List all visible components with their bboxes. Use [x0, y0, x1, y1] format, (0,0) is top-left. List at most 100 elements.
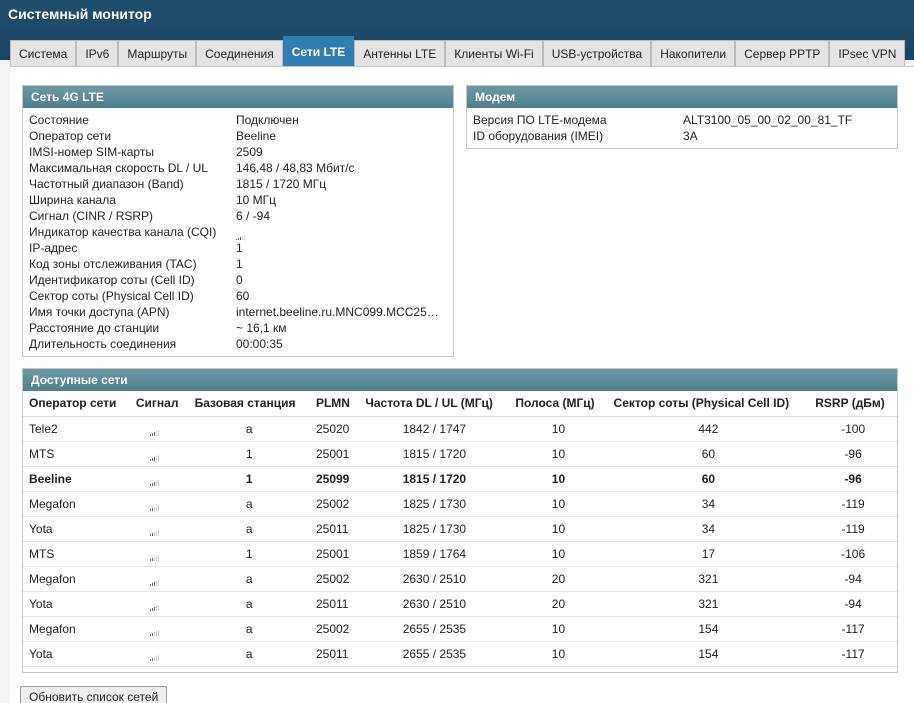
lte-info-row: Частотный диапазон (Band) 1815 / 1720 МГц	[23, 176, 453, 192]
freq-cell: 2655 / 2535	[359, 616, 510, 642]
freq-cell: 1815 / 1720	[359, 466, 510, 492]
freq-cell: 1859 / 1764	[359, 541, 510, 567]
column-header: PLMN	[309, 391, 360, 417]
operator-cell: MTS	[23, 441, 130, 467]
refresh-networks-button[interactable]: Обновить список сетей	[20, 686, 168, 703]
signal-strength-icon	[149, 622, 160, 636]
tab-10[interactable]: IPsec VPN	[829, 40, 906, 66]
rsrp-cell: -96	[809, 441, 897, 467]
lte-info-row: IMSI-номер SIM-карты 2509	[23, 144, 453, 160]
info-label: Сектор соты (Physical Cell ID)	[29, 289, 194, 303]
lte-info-list: Состояние Подключен Оператор сети Beeline IM…	[23, 108, 453, 352]
signal-strength-icon	[149, 597, 160, 611]
plmn-cell: 25020	[309, 416, 360, 442]
table-row: MTS 1 25001 1815 / 1720 10 60 -96	[23, 441, 897, 467]
freq-cell: 2630 / 2510	[359, 591, 510, 617]
signal-strength-icon	[149, 472, 160, 486]
info-label: Код зоны отслеживания (TAC)	[29, 257, 197, 271]
station-cell: a	[188, 616, 310, 642]
tab-4[interactable]: Сети LTE	[282, 36, 355, 66]
operator-cell: Beeline	[23, 466, 130, 492]
info-label: Имя точки доступа (APN)	[29, 305, 170, 319]
table-row: Megafon a 25002 1825 / 1730 10 34 -119	[23, 491, 897, 517]
info-label: Ширина канала	[29, 193, 116, 207]
station-cell: a	[188, 641, 310, 667]
modem-info-row: Версия ПО LTE-модема ALT3100_05_00_02_00_…	[467, 112, 897, 128]
operator-cell: Yota	[23, 516, 130, 542]
info-label: Идентификатор соты (Cell ID)	[29, 273, 195, 287]
info-label: Длительность соединения	[29, 337, 177, 351]
info-value: 1	[236, 241, 243, 255]
main-content: Сеть 4G LTE Состояние Подключен Оператор с…	[10, 66, 914, 703]
plmn-cell: 25099	[309, 466, 360, 492]
lte-info-row: Индикатор качества канала (CQI)	[23, 224, 453, 240]
networks-table: Оператор сети Сигнал Базовая станция PLMN Ча…	[23, 391, 897, 667]
cell-cell: 60	[607, 441, 810, 467]
info-value: ~ 16,1 км	[236, 321, 287, 335]
signal-strength-icon	[149, 547, 160, 561]
table-row: Yota a 25011 2630 / 2510 20 321 -94	[23, 591, 897, 617]
lte-panel: Сеть 4G LTE Состояние Подключен Оператор с…	[22, 85, 454, 357]
rsrp-cell: -119	[809, 491, 897, 517]
modem-info-row: ID оборудования (IMEI) 3A	[467, 128, 897, 144]
info-label: IMSI-номер SIM-карты	[29, 145, 154, 159]
operator-cell: Yota	[23, 591, 130, 617]
cell-cell: 321	[607, 591, 810, 617]
networks-panel-title: Доступные сети	[23, 369, 897, 391]
signal-cell	[129, 541, 189, 567]
plmn-cell: 25002	[309, 566, 360, 592]
info-value: 6 / -94	[236, 209, 271, 223]
tab-bar: Система IPv6 Маршруты Соединения Сети LTE Ант…	[10, 36, 906, 66]
modem-info-list: Версия ПО LTE-модема ALT3100_05_00_02_00_…	[467, 108, 897, 144]
rsrp-cell: -96	[809, 466, 897, 492]
operator-cell: Megafon	[23, 616, 130, 642]
tab-2[interactable]: Маршруты	[118, 40, 197, 66]
station-cell: a	[188, 516, 310, 542]
tab-9[interactable]: Сервер PPTP	[735, 40, 830, 66]
freq-cell: 1825 / 1730	[359, 516, 510, 542]
plmn-cell: 25011	[309, 591, 360, 617]
info-label: Состояние	[29, 113, 89, 127]
signal-strength-icon	[149, 522, 160, 536]
tab-6[interactable]: Клиенты Wi-Fi	[445, 40, 543, 66]
freq-cell: 1842 / 1747	[359, 416, 510, 442]
info-label: Расстояние до станции	[29, 321, 160, 335]
tab-0[interactable]: Система	[10, 40, 77, 66]
tab-5[interactable]: Антенны LTE	[354, 40, 446, 66]
plmn-cell: 25011	[309, 641, 360, 667]
plmn-cell: 25011	[309, 516, 360, 542]
info-label: Максимальная скорость DL / UL	[29, 161, 208, 175]
column-header: Полоса (МГц)	[509, 391, 608, 417]
operator-cell: Megafon	[23, 491, 130, 517]
tab-7[interactable]: USB-устройства	[542, 40, 652, 66]
band-cell: 10	[509, 416, 608, 442]
info-value: 10 МГц	[236, 193, 277, 207]
lte-info-row: Расстояние до станции ~ 16,1 км	[23, 320, 453, 336]
operator-cell: Megafon	[23, 566, 130, 592]
info-value: ALT3100_05_00_02_00_81_TF	[683, 113, 853, 127]
rsrp-cell: -94	[809, 566, 897, 592]
station-cell: 1	[188, 441, 310, 467]
station-cell: a	[188, 416, 310, 442]
info-value: Beeline	[236, 129, 277, 143]
plmn-cell: 25001	[309, 441, 360, 467]
lte-panel-title: Сеть 4G LTE	[23, 86, 453, 108]
lte-info-row: Длительность соединения 00:00:35	[23, 336, 453, 352]
modem-panel-title: Модем	[467, 86, 897, 108]
tab-8[interactable]: Накопители	[651, 40, 736, 66]
band-cell: 10	[509, 641, 608, 667]
signal-cell	[129, 566, 189, 592]
station-cell: a	[188, 566, 310, 592]
lte-info-row: Сигнал (CINR / RSRP) 6 / -94	[23, 208, 453, 224]
column-header: Сектор соты (Physical Cell ID)	[607, 391, 810, 417]
cell-cell: 34	[607, 491, 810, 517]
signal-cell	[129, 441, 189, 467]
info-value: 3A	[683, 129, 698, 143]
tab-1[interactable]: IPv6	[76, 40, 119, 66]
column-header: Базовая станция	[188, 391, 310, 417]
lte-info-row: Состояние Подключен	[23, 112, 453, 128]
lte-info-row: IP-адрес 1	[23, 240, 453, 256]
tab-3[interactable]: Соединения	[196, 40, 283, 66]
info-label: ID оборудования (IMEI)	[473, 129, 604, 143]
band-cell: 10	[509, 541, 608, 567]
